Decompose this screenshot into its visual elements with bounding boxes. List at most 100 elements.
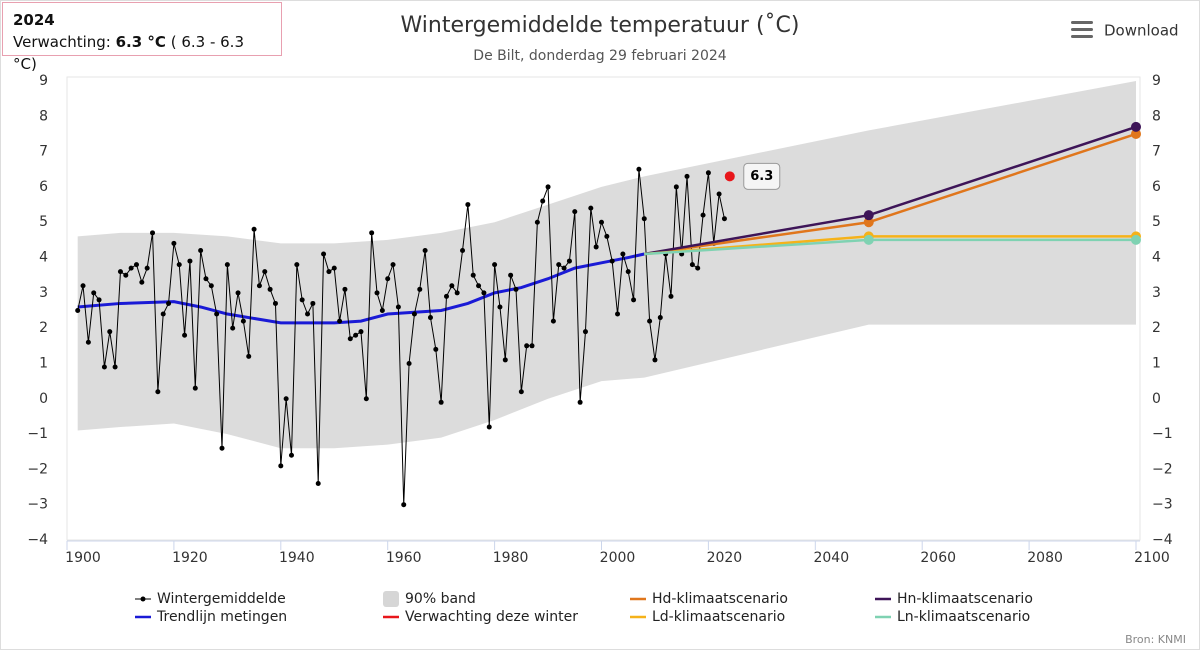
legend-label: Hd-klimaatscenario [652,591,788,607]
observed-point [150,230,156,236]
forecast-point [724,171,735,182]
observed-point [481,290,487,296]
legend-item[interactable]: Trendlijn metingen [135,609,287,625]
observed-point [256,283,262,289]
observed-point [470,272,476,278]
observed-point [476,283,482,289]
observed-point [411,311,417,317]
x-tick-label: 1900 [65,550,101,566]
observed-point [438,399,444,405]
observed-point [443,293,449,299]
observed-point [358,329,364,335]
y-tick-label: −2 [27,461,48,477]
observed-point [417,286,423,292]
observed-point [582,329,588,335]
observed-point [716,191,722,197]
observed-point [641,216,647,222]
forecast-line: Verwachting: 6.3 °C ( 6.3 - 6.3 °C) [13,31,271,75]
y-tick-label: −1 [27,426,48,442]
y2-tick-label: 2 [1152,320,1161,336]
observed-point [566,258,572,264]
observed-point [326,269,332,275]
observed-point [283,396,289,402]
legend-item[interactable]: Verwachting deze winter [383,609,578,625]
y-tick-label: 7 [39,144,48,160]
observed-point [123,272,129,278]
observed-point [673,184,679,190]
observed-point [615,311,621,317]
observed-point [572,209,578,215]
observed-point [230,325,236,331]
observed-point [315,481,321,487]
observed-point [369,230,375,236]
y-tick-label: 5 [39,214,48,230]
observed-point [305,311,311,317]
observed-point [534,219,540,225]
observed-point [246,353,252,359]
legend-item[interactable]: Hd-klimaatscenario [630,591,788,607]
observed-point [454,290,460,296]
observed-point [700,212,706,218]
data-label-box [743,162,781,190]
observed-point [689,262,695,268]
observed-point [631,297,637,303]
observed-point [390,262,396,268]
download-label[interactable]: Download [1104,22,1179,40]
observed-point [599,219,604,225]
y-tick-label: 6 [39,179,48,195]
menu-icon [1071,21,1093,24]
observed-point [155,389,161,395]
observed-point [91,290,97,296]
scenario-point [1131,234,1141,245]
observed-point [486,424,492,430]
observed-point [278,463,284,469]
observed-point [721,216,727,222]
observed-point [128,265,134,271]
legend-item[interactable]: 90% band [383,591,476,607]
legend-item[interactable]: Wintergemiddelde [135,591,286,607]
legend-item[interactable]: Ld-klimaatscenario [630,609,785,625]
y2-tick-label: 9 [1152,73,1161,89]
y-tick-label: −3 [27,497,48,513]
observed-point [299,297,305,303]
observed-point [684,173,690,179]
forecast-label: Verwachting: [13,33,111,51]
observed-point [593,244,599,250]
scenario-point [1131,128,1141,139]
y2-tick-label: 1 [1152,355,1161,371]
observed-point [198,247,204,253]
observed-point [160,311,166,317]
legend-item[interactable]: Ln-klimaatscenario [875,609,1030,625]
observed-point [262,269,268,275]
scenario-point [863,217,874,228]
x-tick-label: 1960 [386,550,422,566]
observed-point [625,269,631,275]
observed-point [385,276,391,282]
observed-point [101,364,107,370]
chart-title: Wintergemiddelde temperatuur (˚C) [401,13,800,38]
observed-point [374,290,380,296]
observed-point [224,262,230,268]
legend-item[interactable]: Hn-klimaatscenario [875,591,1033,607]
observed-point [588,205,594,211]
download-button[interactable]: Download [1071,21,1179,40]
menu-icon [1071,35,1093,38]
observed-point [139,279,145,285]
legend-label: Ln-klimaatscenario [897,609,1030,625]
y-tick-label: 1 [39,355,48,371]
observed-point [363,396,369,402]
observed-point [80,283,86,289]
observed-point [668,293,674,299]
observed-point [545,184,551,190]
forecast-box: 2024 Verwachting: 6.3 °C ( 6.3 - 6.3 °C) [2,2,282,73]
y2-tick-label: −4 [1152,532,1173,548]
observed-point [182,332,188,338]
y-tick-label: 0 [39,391,48,407]
observed-point [347,336,353,342]
band [77,81,1137,449]
y2-tick-label: 3 [1152,285,1161,301]
observed-point [705,170,711,176]
observed-point [337,318,343,324]
observed-point [294,262,300,268]
data-label: 6.3 [750,169,773,184]
